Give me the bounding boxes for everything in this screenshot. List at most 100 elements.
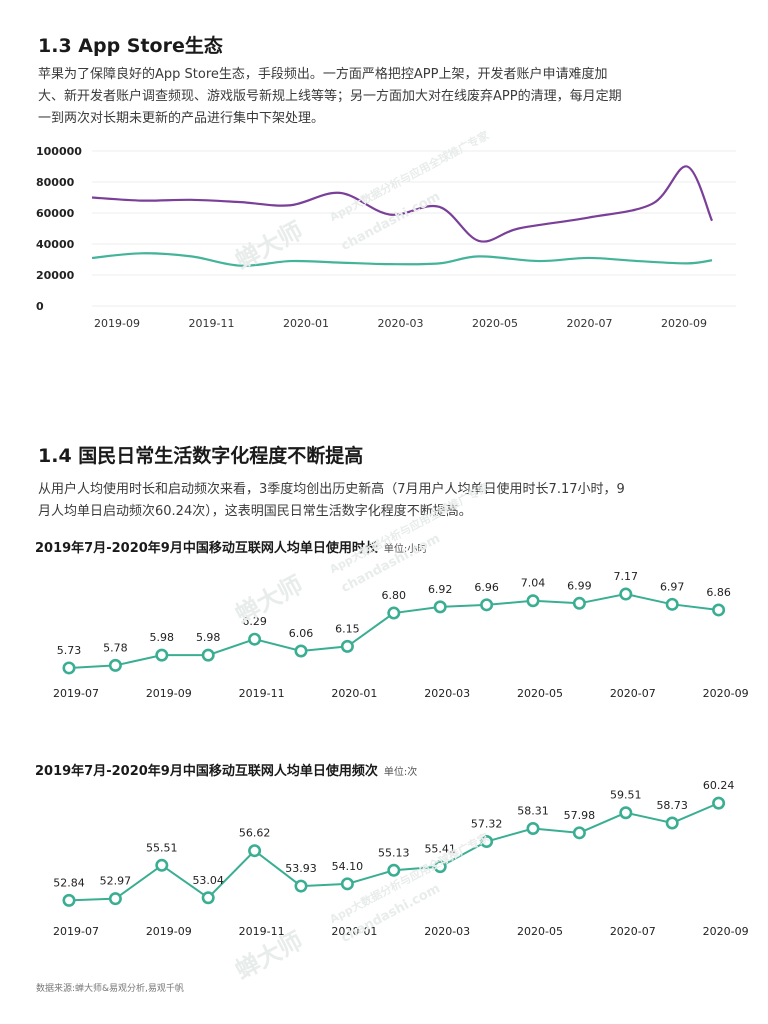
duration-point — [665, 597, 679, 611]
x-tick-label: 2020-05 — [472, 317, 518, 330]
frequency-data-label: 58.73 — [656, 799, 688, 812]
y-tick-label: 20000 — [36, 269, 75, 282]
usage-duration-unit: 单位:小时 — [383, 544, 428, 555]
duration-data-label: 5.78 — [103, 641, 128, 654]
duration-x-tick-label: 2019-07 — [53, 687, 99, 700]
duration-point — [155, 648, 169, 662]
frequency-point — [201, 891, 215, 905]
x-tick-label: 2020-09 — [661, 317, 707, 330]
series-teal — [91, 252, 713, 267]
usage-frequency-chart-title: 2019年7月-2020年9月中国移动互联网人均单日使用频次 单位:次 — [35, 760, 417, 779]
frequency-data-label: 57.98 — [564, 809, 596, 822]
frequency-point — [294, 879, 308, 893]
duration-data-label: 6.15 — [335, 622, 360, 635]
frequency-point — [108, 892, 122, 906]
frequency-data-label: 55.41 — [424, 843, 456, 856]
frequency-data-label: 53.04 — [192, 874, 224, 887]
usage-frequency-title-text: 2019年7月-2020年9月中国移动互联网人均单日使用频次 — [35, 764, 378, 779]
duration-data-label: 6.96 — [474, 581, 499, 594]
app-store-line-chart: 100000 80000 60000 40000 20000 0 2019-09 2019-1… — [36, 145, 736, 330]
duration-x-tick-label: 2019-09 — [146, 687, 192, 700]
frequency-point — [619, 806, 633, 820]
duration-x-tick-label: 2020-01 — [331, 687, 377, 700]
data-source-footer: 数据来源:蝉大师&易观分析,易观千帆 — [36, 984, 184, 994]
duration-point — [572, 596, 586, 610]
section-13-description: 苹果为了保障良好的App Store生态，手段频出。一方面严格把控APP上架，开… — [38, 67, 622, 126]
usage-duration-title-text: 2019年7月-2020年9月中国移动互联网人均单日使用时长 — [35, 541, 378, 556]
frequency-x-tick-label: 2020-07 — [610, 925, 656, 938]
frequency-point — [665, 816, 679, 830]
series-purple — [91, 165, 714, 243]
duration-point — [248, 632, 262, 646]
frequency-x-tick-label: 2020-01 — [331, 925, 377, 938]
duration-point — [294, 644, 308, 658]
frequency-point — [387, 863, 401, 877]
duration-data-label: 7.04 — [521, 577, 546, 590]
duration-point — [340, 639, 354, 653]
duration-data-label: 5.98 — [196, 631, 221, 644]
usage-frequency-unit: 单位:次 — [383, 767, 418, 778]
y-tick-label: 0 — [36, 300, 44, 313]
section-13-title: 1.3 App Store生态 — [38, 35, 223, 57]
x-tick-label: 2019-09 — [94, 317, 140, 330]
frequency-x-tick-label: 2020-05 — [517, 925, 563, 938]
frequency-data-label: 58.31 — [517, 804, 549, 817]
frequency-data-label: 53.93 — [285, 862, 317, 875]
frequency-data-label: 57.32 — [471, 818, 503, 831]
duration-x-tick-label: 2019-11 — [239, 687, 285, 700]
usage-duration-chart-title: 2019年7月-2020年9月中国移动互联网人均单日使用时长 单位:小时 — [35, 537, 427, 556]
frequency-point — [480, 835, 494, 849]
duration-x-tick-label: 2020-09 — [703, 687, 749, 700]
section-14-title: 1.4 国民日常生活数字化程度不断提高 — [38, 445, 364, 467]
duration-point — [619, 587, 633, 601]
frequency-data-label: 52.97 — [100, 875, 132, 888]
frequency-point — [572, 826, 586, 840]
x-tick-label: 2020-01 — [283, 317, 329, 330]
frequency-data-label: 55.13 — [378, 846, 410, 859]
y-tick-label: 100000 — [36, 145, 82, 158]
section-14-description: 从用户人均使用时长和启动频次来看，3季度均创出历史新高（7月用户人均单日使用时长… — [38, 482, 625, 519]
duration-data-label: 7.17 — [614, 570, 639, 583]
frequency-x-tick-label: 2019-11 — [239, 925, 285, 938]
x-tick-label: 2020-07 — [567, 317, 613, 330]
y-tick-label: 60000 — [36, 207, 75, 220]
duration-point — [387, 606, 401, 620]
y-tick-label: 80000 — [36, 176, 75, 189]
frequency-data-label: 52.84 — [53, 876, 85, 889]
frequency-point — [712, 796, 726, 810]
duration-data-label: 6.99 — [567, 579, 592, 592]
duration-point — [62, 661, 76, 675]
frequency-data-label: 55.51 — [146, 841, 178, 854]
duration-point — [526, 594, 540, 608]
duration-data-label: 6.92 — [428, 583, 453, 596]
duration-x-tick-label: 2020-07 — [610, 687, 656, 700]
duration-data-label: 6.86 — [706, 586, 731, 599]
duration-point — [433, 600, 447, 614]
frequency-data-label: 56.62 — [239, 827, 271, 840]
frequency-x-tick-label: 2020-03 — [424, 925, 470, 938]
duration-data-label: 6.29 — [242, 615, 267, 628]
duration-point — [201, 648, 215, 662]
frequency-point — [248, 844, 262, 858]
frequency-point — [62, 893, 76, 907]
duration-point — [108, 658, 122, 672]
duration-x-tick-label: 2020-03 — [424, 687, 470, 700]
duration-x-tick-label: 2020-05 — [517, 687, 563, 700]
duration-data-label: 6.06 — [289, 627, 314, 640]
frequency-x-tick-label: 2020-09 — [703, 925, 749, 938]
frequency-data-label: 54.10 — [332, 860, 364, 873]
frequency-point — [526, 821, 540, 835]
frequency-data-label: 60.24 — [703, 779, 735, 792]
frequency-x-tick-label: 2019-09 — [146, 925, 192, 938]
x-tick-label: 2020-03 — [378, 317, 424, 330]
duration-data-label: 5.98 — [150, 631, 175, 644]
y-tick-label: 40000 — [36, 238, 75, 251]
duration-data-label: 5.73 — [57, 644, 82, 657]
duration-point — [480, 598, 494, 612]
duration-point — [712, 603, 726, 617]
duration-data-label: 6.80 — [382, 589, 407, 602]
x-tick-label: 2019-11 — [189, 317, 235, 330]
frequency-point — [433, 860, 447, 874]
